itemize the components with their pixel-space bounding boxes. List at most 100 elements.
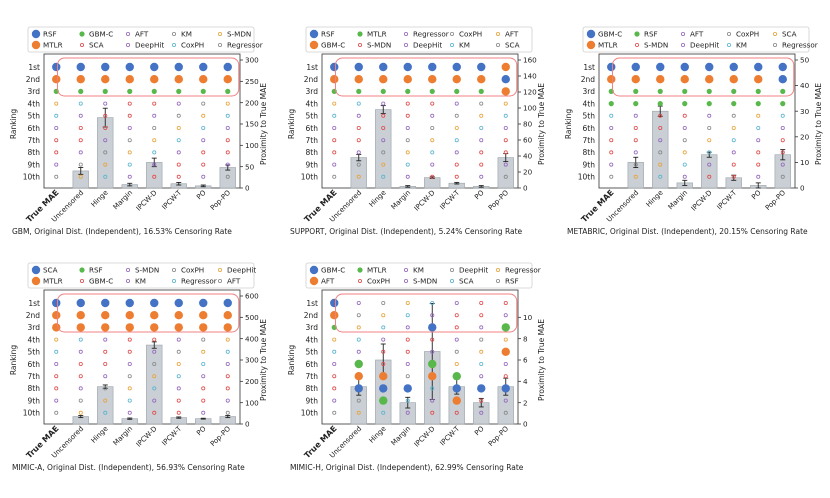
rank-dot (103, 398, 108, 403)
rank-dot (658, 150, 663, 155)
rank-dot (503, 150, 508, 155)
rank-tick-label: 9th (306, 160, 319, 169)
x-tick-label: IPCW-D (690, 189, 714, 213)
legend-label: Regressor (181, 277, 217, 286)
rank-dot (780, 113, 785, 118)
rank-dot (78, 150, 83, 155)
rank-dot (225, 374, 230, 379)
rank-dot (503, 301, 508, 306)
legend-label: MTLR (598, 41, 618, 50)
rank-dot (176, 410, 181, 415)
legend-label: KM (181, 30, 192, 39)
x-tick-label: Margin (112, 189, 135, 212)
rank-dot (479, 113, 484, 118)
x-tick-label: IPCW-T (716, 188, 739, 211)
rank-dot (754, 75, 763, 84)
rank-dot (54, 101, 59, 106)
rank-dot (658, 162, 663, 167)
legend-marker-icon (126, 279, 131, 284)
rank-dot (428, 372, 437, 381)
legend-label: GBM-C (89, 30, 113, 39)
rank-dot (731, 88, 737, 94)
plot-frame (321, 289, 519, 425)
legend-marker-icon (449, 43, 454, 48)
y-axis-label-left: Ranking (287, 345, 296, 376)
y-axis-label-right: Proximity to True MAE (259, 319, 268, 401)
rank-dot (330, 298, 339, 308)
legend-label: DeepHit (459, 266, 488, 275)
legend-frame (305, 26, 533, 53)
rank-dot (225, 386, 230, 391)
rank-dot (127, 88, 133, 94)
rank-dot (225, 398, 230, 403)
rank-dot (223, 323, 232, 332)
rank-dot (381, 138, 386, 143)
rank-dot (452, 384, 461, 393)
rank-dot (201, 398, 206, 403)
legend-marker-icon (31, 265, 41, 275)
rank-tick-label: 6th (306, 360, 319, 369)
rank-dot (707, 138, 712, 143)
rank-dot (756, 113, 761, 118)
rank-dot (152, 386, 157, 391)
rank-dot (127, 162, 132, 167)
legend-marker-icon (495, 268, 500, 273)
rank-tick-label: 9th (28, 396, 41, 405)
rank-dot (631, 75, 640, 84)
rank-dot (356, 138, 361, 143)
chart-title: MIMIC-A, Original Dist. (Independent), 5… (12, 463, 245, 472)
bar (652, 110, 669, 189)
rank-dot (633, 162, 638, 167)
rank-dot (609, 174, 614, 179)
rank-dot (756, 126, 761, 131)
rank-dot (454, 313, 459, 318)
rank-dot (78, 362, 83, 367)
legend-marker-icon (217, 268, 222, 273)
plot-frame (321, 53, 519, 189)
rank-dot (330, 62, 339, 72)
rank-dot (127, 126, 132, 131)
right-axis-tick-label: 20 (523, 168, 533, 177)
right-axis-tick-label: 30 (800, 107, 810, 116)
rank-dot (174, 62, 183, 72)
rank-dot (780, 88, 786, 94)
rank-dot (501, 87, 510, 96)
rank-dot (707, 113, 712, 118)
legend-label: AFT (690, 30, 704, 39)
legend-label: MTLR (43, 41, 63, 50)
x-tick-label: Margin (667, 189, 690, 212)
legend-label: RSF (43, 30, 57, 39)
x-tick-label: PO (195, 188, 208, 201)
rank-tick-label: 9th (583, 160, 596, 169)
rank-dot (52, 75, 61, 84)
rank-dot (756, 174, 761, 179)
rank-dot (150, 311, 159, 320)
rank-dot (501, 347, 510, 356)
rank-dot (405, 374, 410, 379)
rank-dot (731, 101, 737, 107)
rank-dot (151, 88, 157, 94)
rank-dot (454, 150, 459, 155)
rank-dot (503, 101, 508, 106)
y-axis-label-right: Proximity to True MAE (537, 83, 546, 165)
rank-dot (430, 150, 435, 155)
rank-dot (658, 126, 663, 131)
chart-panel-1: RSF GBM-C AFT KM S-MDN MTLR SCA DeepHit CoxPH Reg… (9, 26, 268, 236)
rank-dot (405, 410, 410, 415)
rank-dot (225, 349, 230, 354)
rank-dot (54, 386, 59, 391)
rank-dot (52, 311, 61, 320)
right-axis-tick-label: 2 (523, 398, 528, 407)
rank-dot (356, 162, 361, 167)
legend-marker-icon (772, 43, 777, 48)
rank-dot (454, 410, 459, 415)
rank-dot (682, 138, 687, 143)
legend-label: MTLR (367, 266, 387, 275)
rank-dot (201, 101, 206, 106)
rank-dot (356, 101, 361, 106)
rank-dot (176, 362, 181, 367)
x-tick-label: Hinge (368, 189, 388, 209)
rank-dot (125, 323, 134, 332)
rank-dot (430, 386, 435, 391)
rank-dot (503, 410, 508, 415)
